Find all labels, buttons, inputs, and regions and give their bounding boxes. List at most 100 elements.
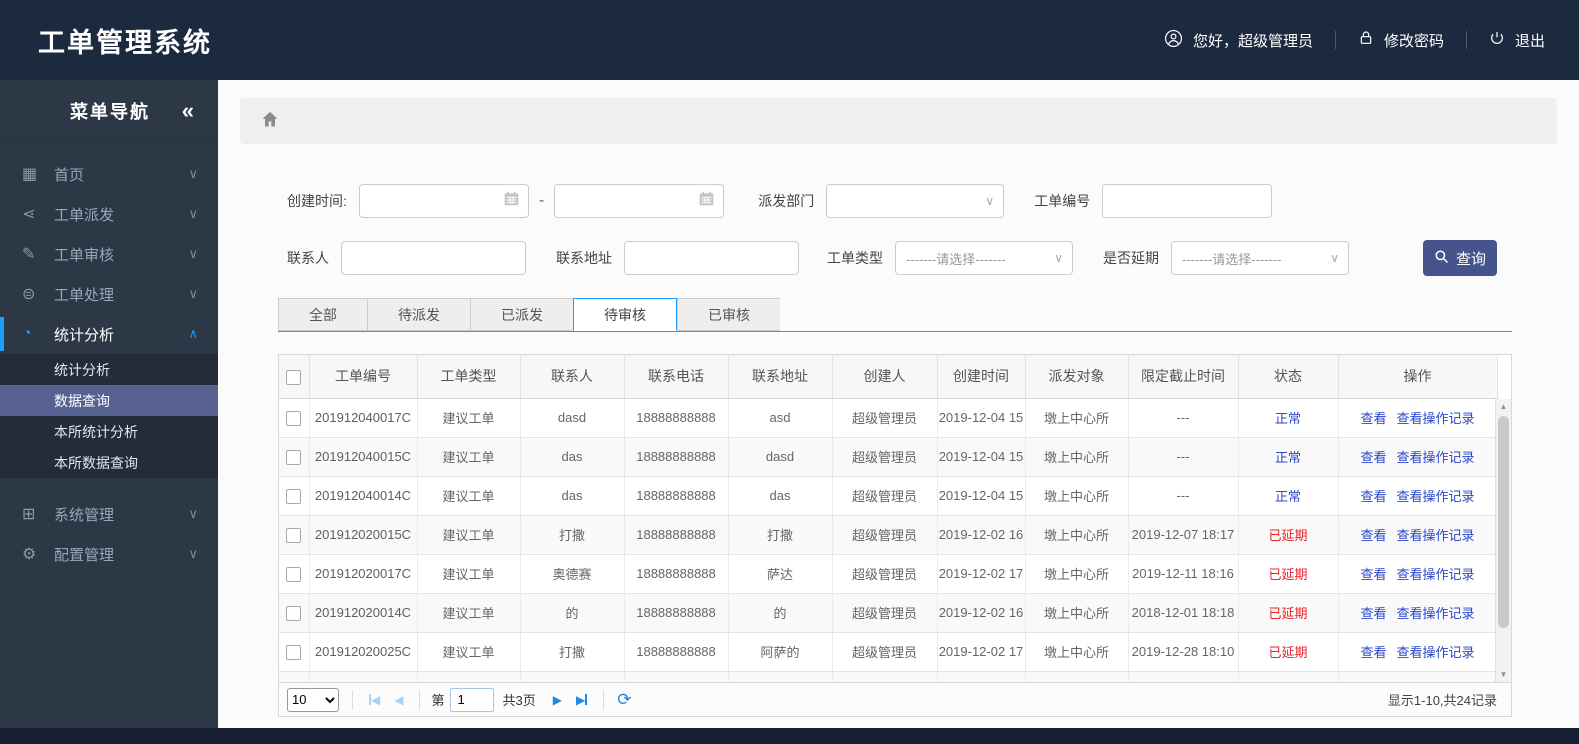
logout-button[interactable]: 退出 (1489, 30, 1545, 51)
first-page-button[interactable]: ◀ (369, 692, 381, 707)
prev-page-button[interactable]: ◀ (394, 692, 404, 707)
sidebar-menu-item[interactable]: 本所数据查询 (0, 447, 218, 478)
lock-icon (1358, 30, 1374, 50)
contact-cell (520, 671, 625, 682)
phone-cell: 18888888888 (624, 554, 729, 594)
order-no-cell: 201912020014C (309, 593, 418, 633)
sidebar-menu-item[interactable]: 工单派发 (0, 194, 218, 234)
greeting-text: 您好，超级管理员 (1192, 32, 1313, 50)
deadline-cell: --- (1128, 398, 1239, 438)
last-page-button[interactable]: ▶ (575, 692, 588, 707)
order-type-cell: 建议工单 (417, 554, 521, 594)
page-size-select[interactable]: 10 (287, 687, 339, 712)
view-log-link[interactable]: 查看操作记录 (1396, 645, 1475, 660)
column-header: 派发对象 (1025, 355, 1129, 399)
collapse-sidebar-icon[interactable]: « (181, 97, 194, 123)
view-log-link[interactable]: 查看操作记录 (1396, 411, 1475, 426)
row-checkbox[interactable] (286, 488, 302, 504)
sidebar-menu-item[interactable]: 首页 (0, 154, 218, 194)
pagination-bar: 10 ◀ ◀ 第 共3页 ▶ ▶ ⟳ 显示1-10,共24记录 (279, 682, 1511, 716)
address-cell: 阿萨的 (728, 632, 833, 672)
row-checkbox[interactable] (286, 449, 302, 465)
order-no-cell: 201912020017C (309, 554, 418, 594)
row-checkbox[interactable] (286, 566, 302, 582)
date-range-separator: - (538, 192, 545, 209)
delay-select[interactable]: -------请选择------- ∨ (1171, 241, 1349, 275)
order-no-input[interactable] (1102, 184, 1273, 218)
next-page-button[interactable]: ▶ (552, 692, 562, 707)
view-log-link[interactable]: 查看操作记录 (1396, 489, 1475, 504)
row-checkbox[interactable] (286, 527, 302, 543)
created-time-end-input[interactable] (554, 184, 725, 218)
actions-cell: 查看查看操作记录 (1338, 398, 1498, 438)
order-type-cell: 建议工单 (417, 632, 521, 672)
sidebar-menu-item[interactable]: 数据查询 (0, 385, 218, 416)
select-all-checkbox[interactable] (286, 369, 302, 385)
sidebar-menu-item[interactable]: 系统管理 (0, 494, 218, 534)
address-input[interactable] (624, 241, 799, 275)
view-log-link[interactable]: 查看操作记录 (1396, 450, 1475, 465)
current-page-input[interactable] (450, 687, 495, 712)
view-link[interactable]: 查看 (1360, 450, 1387, 465)
view-log-link[interactable]: 查看操作记录 (1396, 567, 1475, 582)
order-no-cell: 201912040014C (309, 476, 418, 516)
chevron-down-icon: ∨ (985, 194, 995, 208)
view-link[interactable]: 查看 (1360, 567, 1387, 582)
row-select-cell (279, 398, 310, 438)
status-cell: 已延期 (1238, 554, 1339, 594)
phone-cell: 18888888888 (624, 632, 729, 672)
status-tab[interactable]: 待审核 (573, 298, 677, 331)
sidebar-menu-item[interactable]: 统计分析 (0, 354, 218, 385)
row-checkbox[interactable] (286, 644, 302, 660)
sidebar-item-label: 工单审核 (54, 246, 115, 264)
refresh-icon[interactable]: ⟳ (617, 689, 632, 709)
created-time-start-input[interactable] (358, 184, 529, 218)
actions-cell: 查看查看操作记录 (1338, 476, 1498, 516)
view-link[interactable]: 查看 (1360, 528, 1387, 543)
actions-cell: 查看查看操作记录 (1338, 593, 1498, 633)
sidebar-menu-item[interactable]: 统计分析 (0, 314, 218, 354)
column-header: 操作 (1338, 355, 1498, 399)
view-link[interactable]: 查看 (1360, 489, 1387, 504)
tab-label: 已派发 (501, 306, 543, 323)
view-link[interactable]: 查看 (1360, 606, 1387, 621)
calendar-icon[interactable] (698, 190, 715, 212)
scrollbar-thumb[interactable] (1498, 416, 1509, 628)
row-checkbox[interactable] (286, 410, 302, 426)
dispatch-dept-select[interactable]: ∨ (826, 184, 1005, 218)
status-tab[interactable]: 已审核 (677, 298, 780, 331)
sidebar-menu-item[interactable]: 工单审核 (0, 234, 218, 274)
contact-cell: 的 (520, 593, 625, 633)
chevron-down-icon: ∨ (1330, 251, 1339, 265)
record-summary: 显示1-10,共24记录 (1387, 693, 1497, 708)
order-type-select[interactable]: -------请选择------- ∨ (895, 241, 1073, 275)
row-checkbox[interactable] (286, 605, 302, 621)
sidebar-menu-item[interactable]: 本所统计分析 (0, 416, 218, 447)
status-tab[interactable]: 已派发 (470, 298, 573, 331)
row-select-cell (279, 476, 310, 516)
user-greeting[interactable]: 您好，超级管理员 (1164, 29, 1313, 52)
sidebar-title: 菜单导航 (70, 101, 150, 122)
search-button[interactable]: 查询 (1423, 240, 1497, 276)
view-link[interactable]: 查看 (1360, 411, 1387, 426)
view-link[interactable]: 查看 (1360, 645, 1387, 660)
status-tab[interactable]: 待派发 (367, 298, 470, 331)
change-password-button[interactable]: 修改密码 (1358, 30, 1444, 51)
user-icon (1164, 29, 1183, 52)
view-log-link[interactable]: 查看操作记录 (1396, 606, 1475, 621)
creator-cell (832, 671, 938, 682)
status-tab[interactable]: 全部 (278, 298, 367, 331)
scroll-up-icon[interactable]: ▲ (1499, 402, 1508, 411)
contact-input[interactable] (341, 241, 526, 275)
scroll-down-icon[interactable]: ▼ (1499, 670, 1508, 679)
created-time-cell: 2019-12-04 15 (937, 476, 1026, 516)
sidebar-menu-item[interactable]: 配置管理 (0, 534, 218, 574)
calendar-icon[interactable] (503, 190, 520, 212)
top-bar: 工单管理系统 您好，超级管理员 修改密码 退出 (0, 0, 1579, 80)
view-log-link[interactable]: 查看操作记录 (1396, 528, 1475, 543)
vertical-scrollbar[interactable]: ▲ ▼ (1495, 399, 1511, 682)
home-icon[interactable] (260, 109, 280, 134)
sidebar-menu-item[interactable]: 工单处理 (0, 274, 218, 314)
sidebar-item-label: 本所统计分析 (54, 423, 138, 440)
status-cell: 正常 (1238, 398, 1339, 438)
